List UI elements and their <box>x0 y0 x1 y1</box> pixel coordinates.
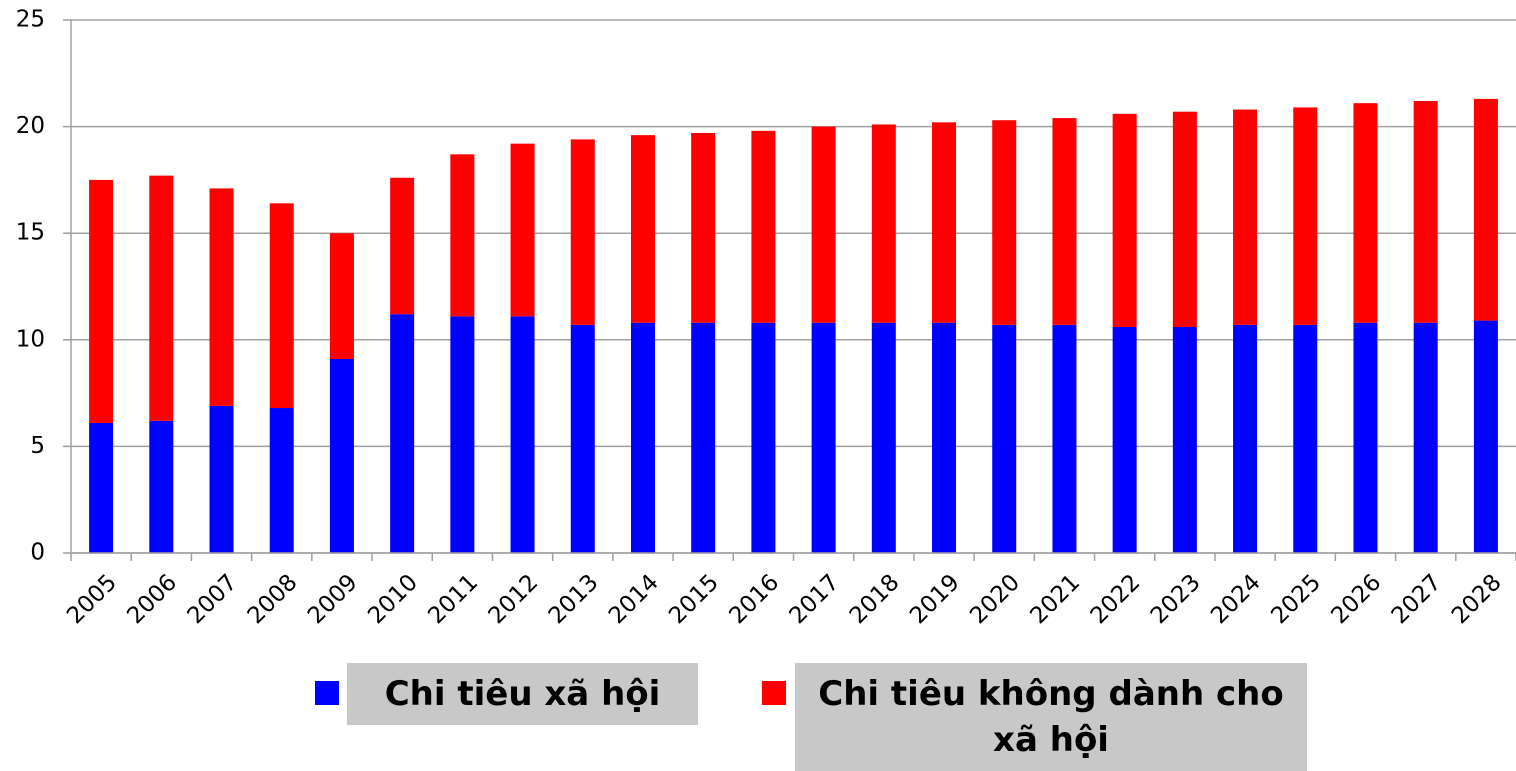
y-tick-label: 5 <box>30 433 45 459</box>
y-tick-label: 15 <box>16 220 45 246</box>
bar-segment <box>1473 98 1498 321</box>
bar-segment <box>1293 324 1318 553</box>
bar-segment <box>932 322 957 553</box>
bar-segment <box>1293 107 1318 325</box>
bar-segment <box>1413 101 1438 323</box>
bar-segment <box>1233 324 1258 553</box>
x-tick-label: 2023 <box>1146 569 1206 629</box>
x-tick-label: 2005 <box>62 569 122 629</box>
x-tick-label: 2012 <box>484 569 544 629</box>
bar-segment <box>390 314 415 553</box>
x-tick-label: 2008 <box>243 569 303 629</box>
bar-segment <box>329 358 354 553</box>
x-tick-label: 2013 <box>544 569 604 629</box>
bar-segment <box>1353 322 1378 553</box>
bar-segment <box>510 143 535 317</box>
bar-segment <box>630 322 655 553</box>
bar-segment <box>1233 109 1258 325</box>
bar-segment <box>871 322 896 553</box>
x-tick-label: 2006 <box>122 569 182 629</box>
bar-segment <box>1353 103 1378 323</box>
x-tick-label: 2017 <box>785 569 845 629</box>
legend-swatch <box>762 681 786 705</box>
bar-segment <box>570 324 595 553</box>
bar-segment <box>871 124 896 323</box>
y-tick-label: 20 <box>16 113 45 139</box>
bar-segment <box>630 135 655 323</box>
bar-segment <box>1112 327 1137 553</box>
bar-segment <box>450 154 475 317</box>
x-tick-label: 2022 <box>1086 569 1146 629</box>
x-tick-label: 2020 <box>965 569 1025 629</box>
bar-segment <box>570 139 595 325</box>
x-tick-label: 2026 <box>1327 569 1387 629</box>
bar-segment <box>209 188 234 406</box>
legend-swatch <box>315 681 339 705</box>
x-tick-label: 2027 <box>1387 569 1447 629</box>
y-tick-label: 0 <box>30 540 45 566</box>
bar-segment <box>1172 327 1197 553</box>
bar-segment <box>510 316 535 553</box>
x-tick-label: 2009 <box>303 569 363 629</box>
x-tick-label: 2011 <box>423 569 483 629</box>
bar-segment <box>691 132 716 323</box>
bar-segment <box>149 420 174 553</box>
x-tick-label: 2016 <box>724 569 784 629</box>
bar-segment <box>89 179 114 423</box>
bar-segment <box>992 324 1017 553</box>
bar-segment <box>811 126 836 323</box>
x-tick-label: 2007 <box>183 569 243 629</box>
bar-segment <box>811 322 836 553</box>
bar-segment <box>1473 320 1498 553</box>
x-tick-label: 2019 <box>905 569 965 629</box>
bar-segment <box>450 316 475 553</box>
x-tick-label: 2014 <box>604 569 664 629</box>
x-tick-label: 2021 <box>1025 569 1085 629</box>
bar-segment <box>1172 111 1197 328</box>
x-tick-label: 2025 <box>1266 569 1326 629</box>
bar-segment <box>1112 113 1137 328</box>
x-tick-label: 2010 <box>363 569 423 629</box>
bar-segment <box>89 422 114 553</box>
x-tick-label: 2018 <box>845 569 905 629</box>
bar-segment <box>751 322 776 553</box>
bar-segment <box>390 177 415 315</box>
y-tick-label: 25 <box>16 7 45 33</box>
bar-segment <box>932 122 957 323</box>
bar-segment <box>1052 324 1077 553</box>
x-tick-label: 2024 <box>1206 569 1266 629</box>
bar-segment <box>269 408 294 553</box>
bar-segment <box>329 233 354 359</box>
bar-segment <box>209 405 234 553</box>
legend-label: Chi tiêu xã hội <box>347 663 698 725</box>
legend-label: Chi tiêu không dành cho xã hội <box>795 663 1307 771</box>
bar-segment <box>1413 322 1438 553</box>
x-tick-label: 2028 <box>1447 569 1507 629</box>
bar-segment <box>691 322 716 553</box>
bar-segment <box>149 175 174 421</box>
bar-segment <box>1052 118 1077 325</box>
y-tick-label: 10 <box>16 326 45 352</box>
bar-segment <box>992 120 1017 325</box>
bar-segment <box>269 203 294 409</box>
x-tick-label: 2015 <box>664 569 724 629</box>
bar-segment <box>751 130 776 323</box>
